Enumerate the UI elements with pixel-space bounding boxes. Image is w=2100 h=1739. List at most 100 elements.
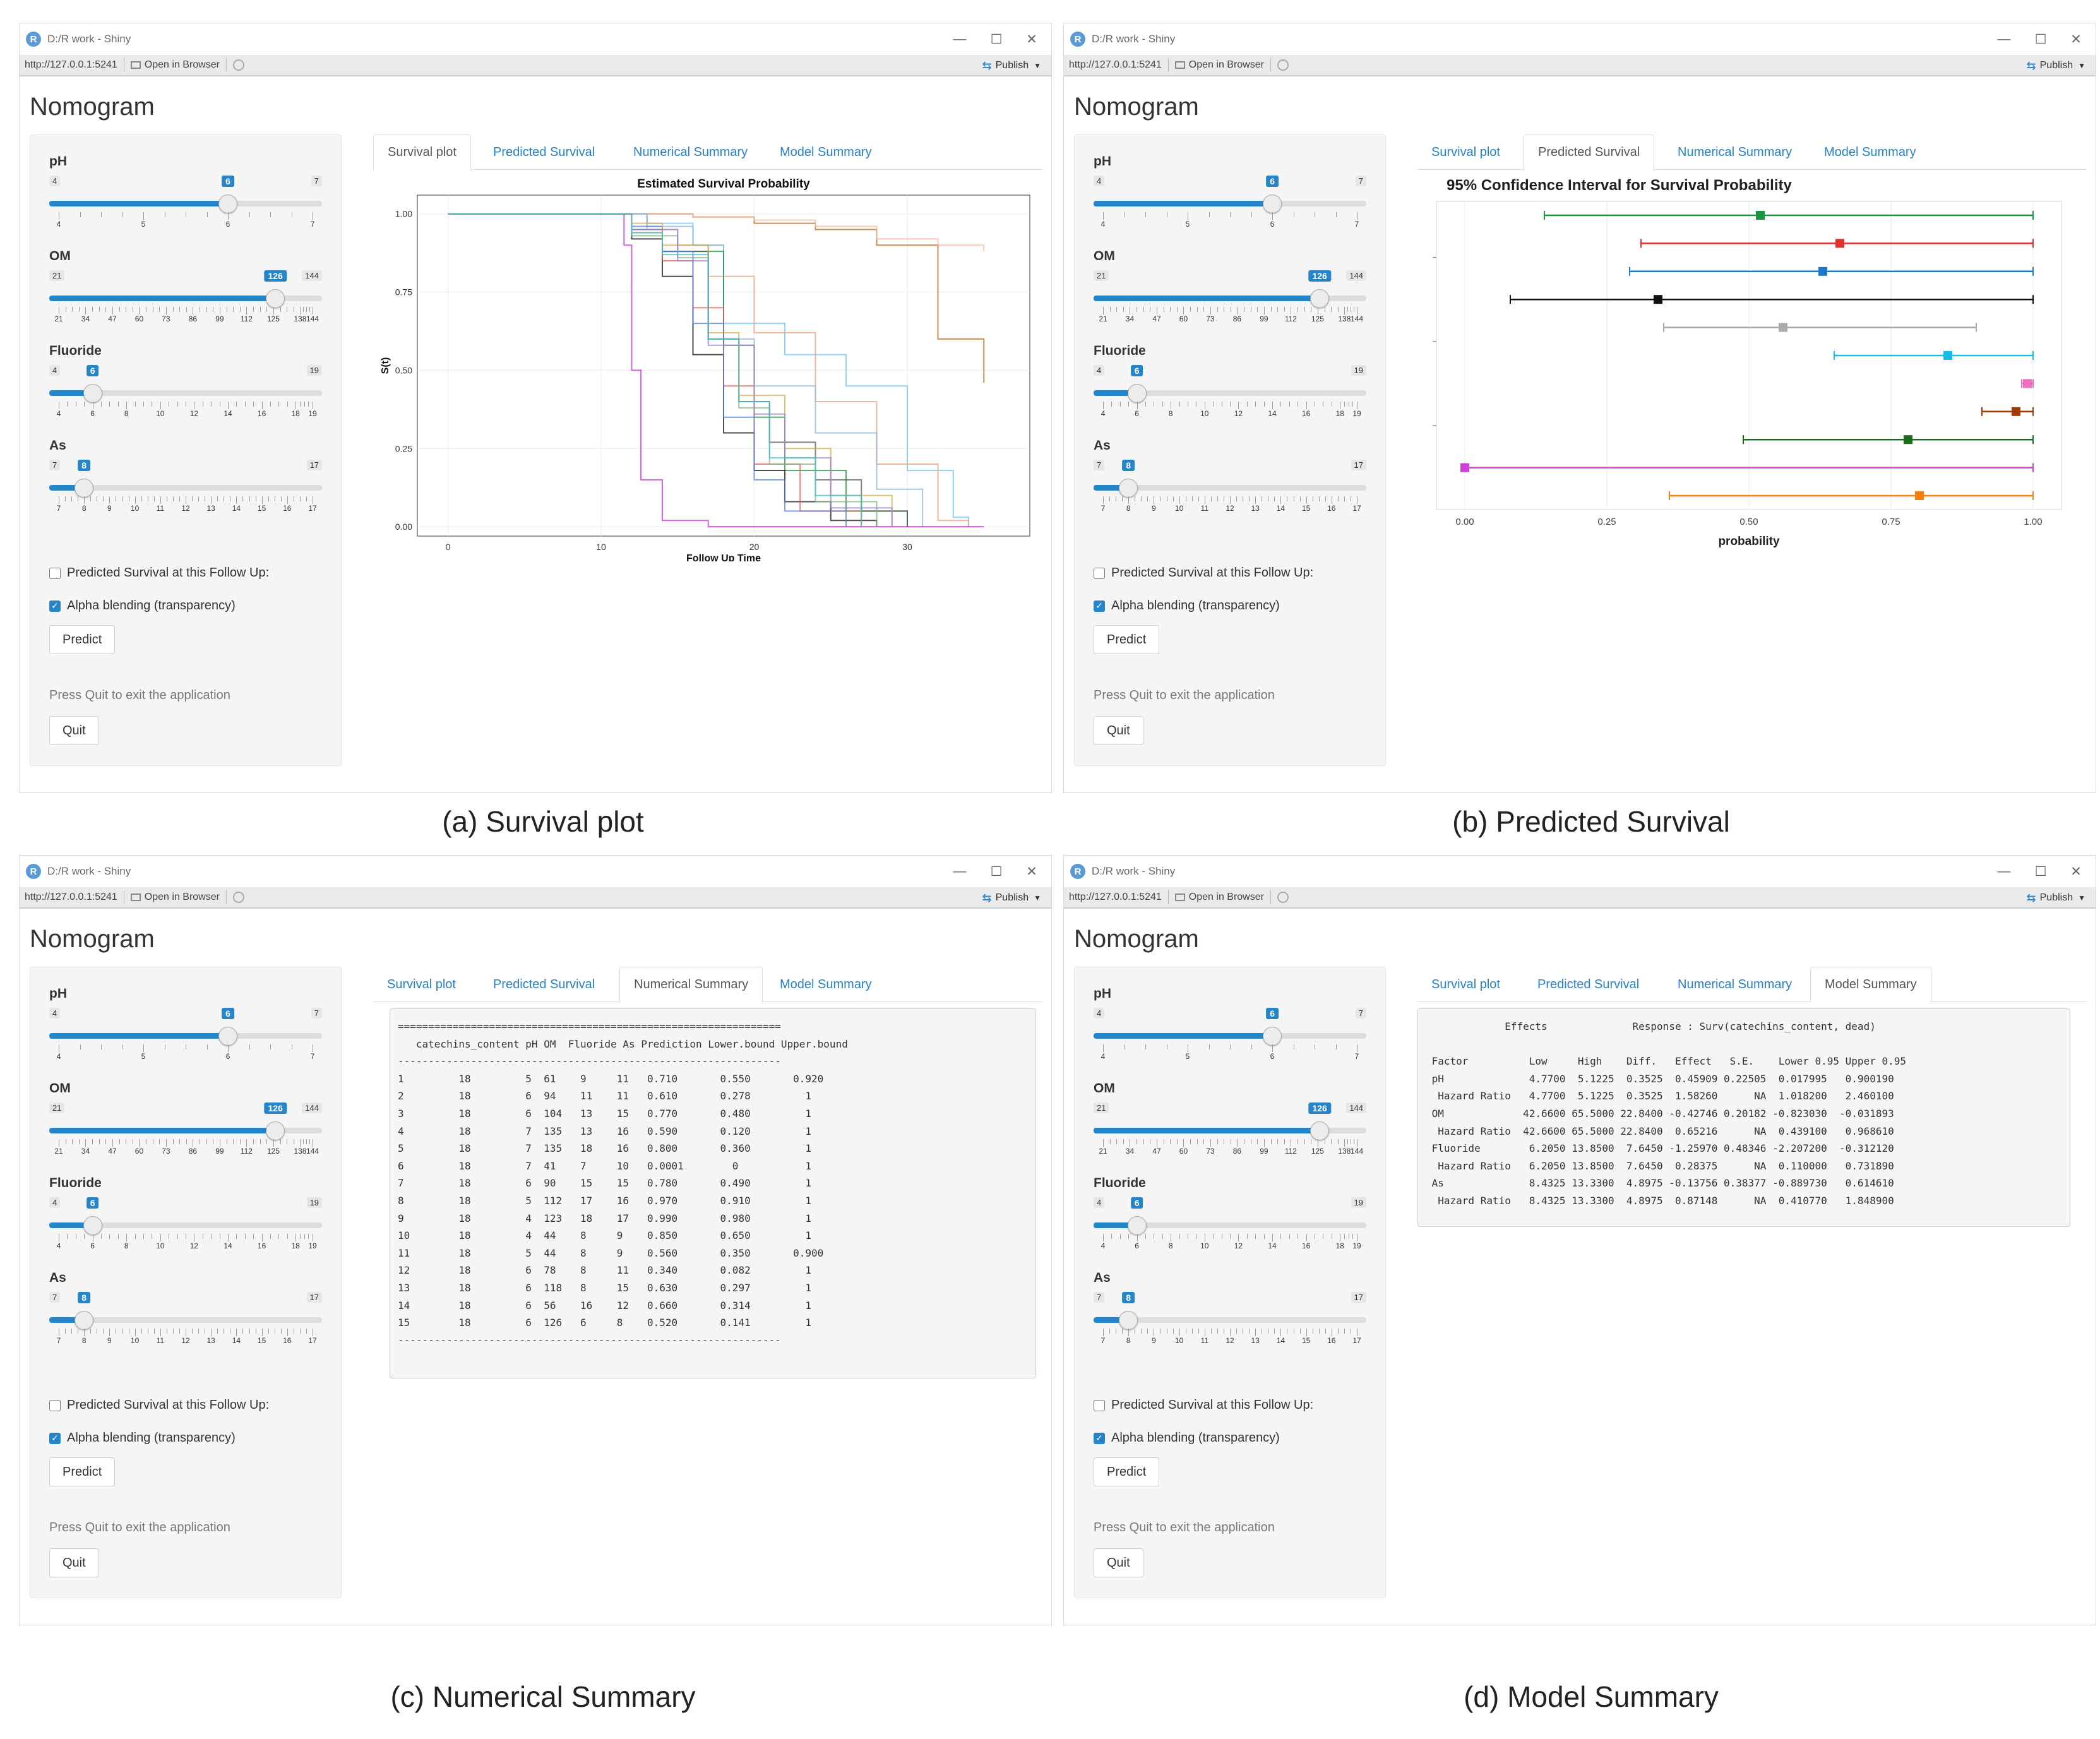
- refresh-icon[interactable]: [232, 892, 244, 903]
- tab-model-summary[interactable]: Model Summary: [780, 977, 872, 991]
- slider-handle[interactable]: [1127, 384, 1147, 403]
- om-slider[interactable]: 21 144 126 21 34 47 60 73 86 99 112 125 138 144: [49, 270, 322, 323]
- publish-button[interactable]: ⇆ Publish ▼: [2027, 55, 2085, 76]
- close-icon[interactable]: ✕: [2070, 864, 2082, 879]
- maximize-icon[interactable]: ☐: [990, 32, 1003, 47]
- alpha-checkbox[interactable]: ✓ Alpha blending (transparency): [1094, 1431, 1280, 1445]
- checkbox-checked-icon[interactable]: ✓: [1094, 600, 1105, 612]
- tab-predicted-survival[interactable]: Predicted Survival: [493, 145, 595, 159]
- alpha-checkbox[interactable]: ✓ Alpha blending (transparency): [49, 599, 236, 613]
- publish-button[interactable]: ⇆ Publish ▼: [982, 887, 1041, 909]
- predict-button[interactable]: Predict: [49, 1457, 116, 1486]
- slider-handle[interactable]: [1127, 1216, 1147, 1235]
- refresh-icon[interactable]: [1277, 59, 1289, 71]
- checkbox-unchecked-icon[interactable]: [1094, 1399, 1105, 1411]
- om-slider[interactable]: 21 144 126 21 34 47 60 73 86 99 112 125 138 144: [1094, 1103, 1366, 1156]
- open-in-browser-button[interactable]: Open in Browser: [1188, 59, 1264, 70]
- alpha-checkbox[interactable]: ✓ Alpha blending (transparency): [1094, 599, 1280, 613]
- checkbox-checked-icon[interactable]: ✓: [49, 600, 61, 612]
- tab-survival-plot[interactable]: Survival plot: [1431, 145, 1500, 159]
- followup-checkbox[interactable]: Predicted Survival at this Follow Up:: [49, 566, 269, 580]
- open-in-browser-icon[interactable]: [1174, 893, 1185, 901]
- slider-handle[interactable]: [75, 1311, 94, 1330]
- quit-button[interactable]: Quit: [1094, 1548, 1143, 1577]
- slider-handle[interactable]: [1263, 194, 1282, 213]
- followup-checkbox[interactable]: Predicted Survival at this Follow Up:: [1094, 566, 1313, 580]
- predict-button[interactable]: Predict: [49, 625, 116, 654]
- maximize-icon[interactable]: ☐: [2034, 864, 2047, 879]
- as-slider[interactable]: 7 17 8 7 8 9 10 11 12 13 14 15 16 17: [1094, 1292, 1366, 1345]
- as-slider[interactable]: 7 17 8 7 8 9 10 11 12 13 14 15 16 17: [1094, 460, 1366, 513]
- as-slider[interactable]: 7 17 8 7 8 9 10 11 12 13 14 15 16 17: [49, 1292, 322, 1345]
- open-in-browser-button[interactable]: Open in Browser: [144, 59, 220, 70]
- tab-predicted-survival[interactable]: Predicted Survival: [493, 977, 595, 991]
- open-in-browser-icon[interactable]: [1174, 61, 1185, 69]
- slider-handle[interactable]: [218, 1027, 237, 1046]
- close-icon[interactable]: ✕: [2070, 32, 2082, 47]
- slider-handle[interactable]: [266, 289, 285, 308]
- minimize-icon[interactable]: —: [953, 864, 967, 878]
- open-in-browser-icon[interactable]: [130, 61, 141, 69]
- tab-predicted-survival[interactable]: Predicted Survival: [1537, 977, 1640, 991]
- tab-model-summary[interactable]: Model Summary: [1810, 967, 1931, 1003]
- checkbox-unchecked-icon[interactable]: [49, 567, 61, 579]
- open-in-browser-button[interactable]: Open in Browser: [1188, 892, 1264, 902]
- open-in-browser-button[interactable]: Open in Browser: [144, 892, 220, 902]
- slider-handle[interactable]: [83, 1216, 102, 1235]
- tab-numerical-summary[interactable]: Numerical Summary: [1678, 977, 1793, 991]
- fluoride-slider[interactable]: 4 19 6 4 6 8 10 12 14 16 18 19: [49, 1197, 322, 1250]
- tab-model-summary[interactable]: Model Summary: [1824, 145, 1916, 159]
- close-icon[interactable]: ✕: [1026, 864, 1037, 879]
- predict-button[interactable]: Predict: [1094, 625, 1160, 654]
- as-slider[interactable]: 7 17 8 7 8 9 10 11 12 13 14 15 16 17: [49, 460, 322, 513]
- checkbox-unchecked-icon[interactable]: [1094, 567, 1105, 579]
- om-slider[interactable]: 21 144 126 21 34 47 60 73 86 99 112 125 138 144: [49, 1103, 322, 1156]
- ph-slider[interactable]: 4 7 6 4 5 6 7: [1094, 1008, 1366, 1061]
- publish-button[interactable]: ⇆ Publish ▼: [2027, 887, 2085, 909]
- maximize-icon[interactable]: ☐: [990, 864, 1003, 879]
- maximize-icon[interactable]: ☐: [2034, 32, 2047, 47]
- slider-handle[interactable]: [75, 479, 94, 498]
- predict-button[interactable]: Predict: [1094, 1457, 1160, 1486]
- checkbox-unchecked-icon[interactable]: [49, 1399, 61, 1411]
- tab-numerical-summary[interactable]: Numerical Summary: [633, 145, 748, 159]
- slider-handle[interactable]: [266, 1121, 285, 1140]
- close-icon[interactable]: ✕: [1026, 32, 1037, 47]
- quit-button[interactable]: Quit: [49, 716, 99, 745]
- tab-predicted-survival[interactable]: Predicted Survival: [1524, 134, 1655, 170]
- tab-survival-plot[interactable]: Survival plot: [387, 977, 456, 991]
- fluoride-slider[interactable]: 4 19 6 4 6 8 10 12 14 16 18 19: [1094, 1197, 1366, 1250]
- minimize-icon[interactable]: —: [1997, 864, 2011, 878]
- tab-survival-plot[interactable]: Survival plot: [373, 134, 471, 170]
- fluoride-slider[interactable]: 4 19 6 4 6 8 10 12 14 16 18 19: [49, 365, 322, 418]
- tab-numerical-summary[interactable]: Numerical Summary: [1678, 145, 1793, 159]
- ph-slider[interactable]: 4 7 6 4 5 6 7: [49, 1008, 322, 1061]
- slider-handle[interactable]: [218, 194, 237, 213]
- refresh-icon[interactable]: [1277, 892, 1289, 903]
- ph-slider[interactable]: 4 7 6 4 5 6 7: [1094, 176, 1366, 229]
- tab-survival-plot[interactable]: Survival plot: [1431, 977, 1500, 991]
- minimize-icon[interactable]: —: [1997, 32, 2011, 46]
- alpha-checkbox[interactable]: ✓ Alpha blending (transparency): [49, 1431, 236, 1445]
- followup-checkbox[interactable]: Predicted Survival at this Follow Up:: [49, 1398, 269, 1413]
- tab-model-summary[interactable]: Model Summary: [780, 145, 872, 159]
- refresh-icon[interactable]: [232, 59, 244, 71]
- slider-handle[interactable]: [83, 384, 102, 403]
- publish-button[interactable]: ⇆ Publish ▼: [982, 55, 1041, 76]
- slider-handle[interactable]: [1310, 289, 1330, 308]
- open-in-browser-icon[interactable]: [130, 893, 141, 901]
- minimize-icon[interactable]: —: [953, 32, 967, 46]
- om-slider[interactable]: 21 144 126 21 34 47 60 73 86 99 112 125 138 144: [1094, 270, 1366, 323]
- slider-handle[interactable]: [1263, 1027, 1282, 1046]
- slider-handle[interactable]: [1119, 479, 1138, 498]
- quit-button[interactable]: Quit: [1094, 716, 1143, 745]
- tab-numerical-summary[interactable]: Numerical Summary: [619, 967, 763, 1003]
- slider-handle[interactable]: [1119, 1311, 1138, 1330]
- fluoride-slider[interactable]: 4 19 6 4 6 8 10 12 14 16 18 19: [1094, 365, 1366, 418]
- slider-handle[interactable]: [1310, 1121, 1330, 1140]
- ph-slider[interactable]: 4 7 6 4 5 6 7: [49, 176, 322, 229]
- quit-button[interactable]: Quit: [49, 1548, 99, 1577]
- checkbox-checked-icon[interactable]: ✓: [1094, 1432, 1105, 1444]
- checkbox-checked-icon[interactable]: ✓: [49, 1432, 61, 1444]
- followup-checkbox[interactable]: Predicted Survival at this Follow Up:: [1094, 1398, 1313, 1413]
